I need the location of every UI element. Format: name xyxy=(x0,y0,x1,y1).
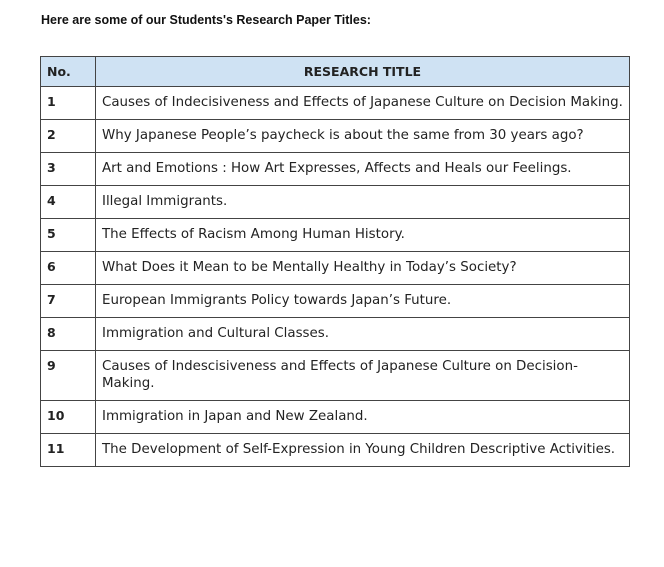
page-heading: Here are some of our Students's Research… xyxy=(41,13,371,27)
row-number: 11 xyxy=(40,433,96,467)
table-row: 3 Art and Emotions : How Art Expresses, A… xyxy=(40,152,630,186)
table-row: 1 Causes of Indecisiveness and Effects of… xyxy=(40,86,630,120)
table-row: 10 Immigration in Japan and New Zealand. xyxy=(40,400,630,434)
header-research-title: RESEARCH TITLE xyxy=(95,56,630,87)
header-no: No. xyxy=(40,56,96,87)
row-title: Causes of Indescisiveness and Effects of… xyxy=(95,350,630,401)
row-title: Why Japanese People’s paycheck is about … xyxy=(95,119,630,153)
table-row: 4 Illegal Immigrants. xyxy=(40,185,630,219)
table-row: 9 Causes of Indescisiveness and Effects o… xyxy=(40,350,630,401)
research-titles-table: No. RESEARCH TITLE 1 Causes of Indecisive… xyxy=(40,56,630,467)
row-title: Illegal Immigrants. xyxy=(95,185,630,219)
row-title: The Effects of Racism Among Human Histor… xyxy=(95,218,630,252)
table-row: 5 The Effects of Racism Among Human Histo… xyxy=(40,218,630,252)
row-title: Art and Emotions : How Art Expresses, Af… xyxy=(95,152,630,186)
table-row: 6 What Does it Mean to be Mentally Health… xyxy=(40,251,630,285)
row-number: 1 xyxy=(40,86,96,120)
row-title: Immigration and Cultural Classes. xyxy=(95,317,630,351)
row-number: 8 xyxy=(40,317,96,351)
row-title: The Development of Self-Expression in Yo… xyxy=(95,433,630,467)
row-number: 2 xyxy=(40,119,96,153)
row-number: 3 xyxy=(40,152,96,186)
row-title: What Does it Mean to be Mentally Healthy… xyxy=(95,251,630,285)
row-number: 9 xyxy=(40,350,96,401)
table-row: 8 Immigration and Cultural Classes. xyxy=(40,317,630,351)
table-row: 2 Why Japanese People’s paycheck is about… xyxy=(40,119,630,153)
row-number: 10 xyxy=(40,400,96,434)
row-number: 4 xyxy=(40,185,96,219)
row-number: 7 xyxy=(40,284,96,318)
row-title: Immigration in Japan and New Zealand. xyxy=(95,400,630,434)
row-title: Causes of Indecisiveness and Effects of … xyxy=(95,86,630,120)
table-row: 7 European Immigrants Policy towards Japa… xyxy=(40,284,630,318)
table-header-row: No. RESEARCH TITLE xyxy=(40,56,630,87)
row-number: 5 xyxy=(40,218,96,252)
row-number: 6 xyxy=(40,251,96,285)
row-title: European Immigrants Policy towards Japan… xyxy=(95,284,630,318)
table-row: 11 The Development of Self-Expression in … xyxy=(40,433,630,467)
